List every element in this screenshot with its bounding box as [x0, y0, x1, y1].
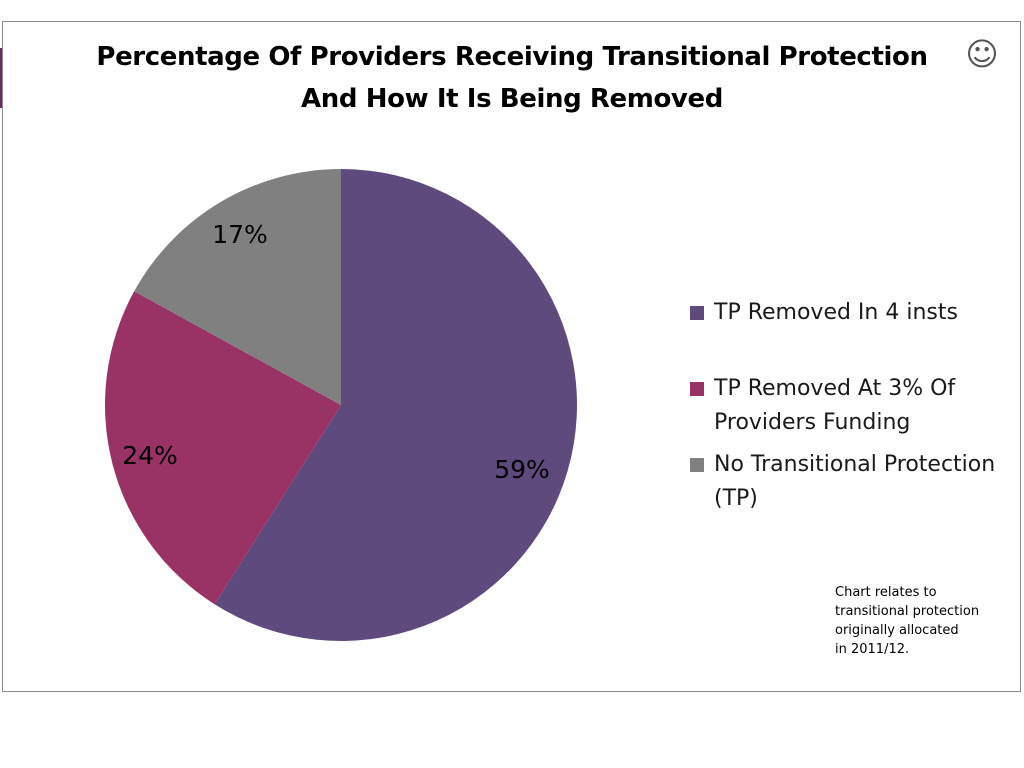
legend-label-line: TP Removed At 3% Of — [714, 376, 956, 401]
footnote-line: in 2011/12. — [835, 642, 910, 657]
legend-label-line: TP Removed In 4 insts — [714, 300, 958, 325]
chart-title: Percentage Of Providers Receiving Transi… — [60, 36, 964, 120]
pie-data-labels: 59% 24% 17% — [122, 220, 550, 484]
pie-data-label: 24% — [122, 441, 178, 470]
legend-swatch — [690, 382, 704, 396]
chart-title-line-1: Percentage Of Providers Receiving Transi… — [96, 42, 928, 72]
smiley-face-icon: ☺ — [965, 35, 999, 73]
left-accent-bar — [0, 48, 3, 108]
legend-label: TP Removed In 4 insts — [714, 296, 1019, 330]
legend-swatch — [690, 306, 704, 320]
legend-swatch — [690, 458, 704, 472]
pie-slice-24-percent — [104, 291, 341, 605]
pie-data-label: 59% — [494, 455, 550, 484]
legend-label: No Transitional Protection (TP) — [714, 448, 1019, 516]
chart-title-line-2: And How It Is Being Removed — [301, 84, 723, 114]
legend-label: TP Removed At 3% Of Providers Funding — [714, 372, 1019, 440]
pie-slice-59-percent — [214, 169, 577, 641]
chart-footnote: Chart relates to transitional protection… — [835, 583, 1005, 659]
legend-label-line: (TP) — [714, 486, 758, 511]
footnote-line: originally allocated — [835, 623, 959, 638]
legend-label-line: Providers Funding — [714, 410, 911, 435]
pie-slices — [104, 169, 577, 641]
footnote-line: transitional protection — [835, 604, 980, 619]
pie-slice-17-percent — [134, 169, 341, 405]
legend-label-line: No Transitional Protection — [714, 452, 996, 477]
footnote-line: Chart relates to — [835, 585, 937, 600]
pie-data-label: 17% — [212, 220, 268, 249]
